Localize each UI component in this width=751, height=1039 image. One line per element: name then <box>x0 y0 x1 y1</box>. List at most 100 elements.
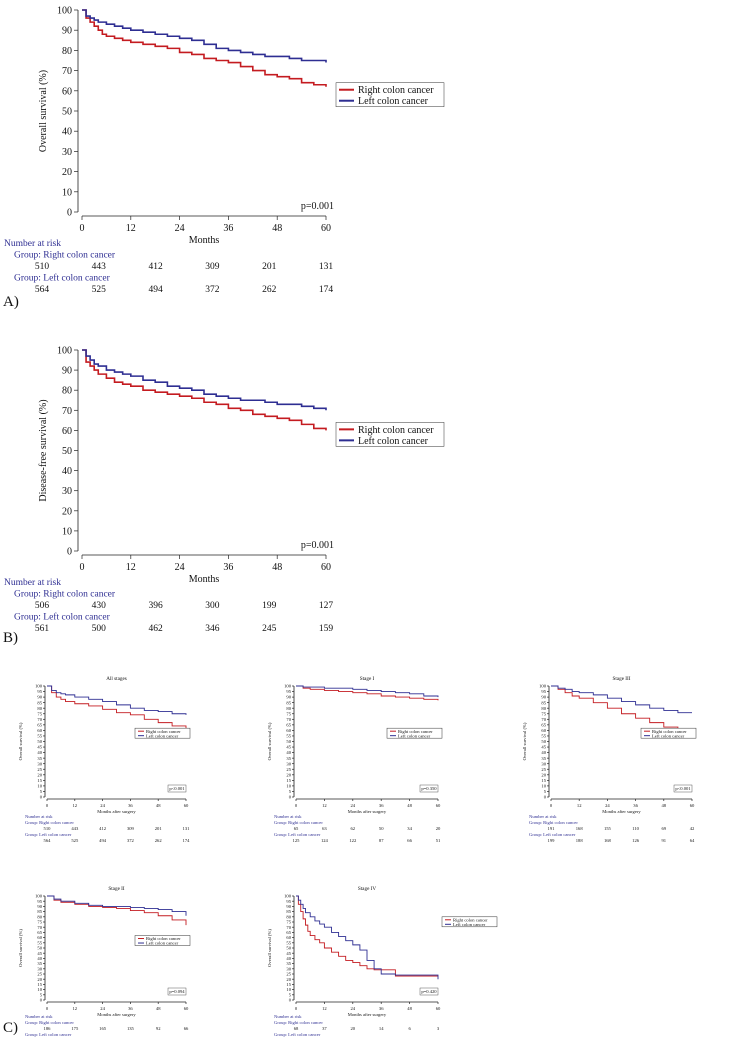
legend-box <box>386 727 443 739</box>
risk-count: 62 <box>351 826 356 831</box>
y-tick-label: 15 <box>286 778 291 783</box>
legend-label: Left colon cancer <box>146 941 179 946</box>
x-tick-label: 12 <box>577 803 582 808</box>
y-tick-label: 55 <box>37 734 42 739</box>
x-tick-label: 48 <box>662 803 667 808</box>
x-tick-label: 0 <box>295 1006 298 1011</box>
risk-group-label: Group: Left colon cancer <box>274 832 321 837</box>
risk-header: Number at risk <box>274 814 302 819</box>
y-tick-label: 100 <box>35 684 43 689</box>
y-tick-label: 10 <box>286 987 291 992</box>
y-tick-label: 70 <box>62 406 72 417</box>
p-value: p<0.001 <box>675 786 691 791</box>
risk-group-label: Group: Left colon cancer <box>25 832 72 837</box>
y-tick-label: 95 <box>541 689 546 694</box>
y-tick-label: 60 <box>286 935 291 940</box>
risk-header: Number at risk <box>4 578 61 588</box>
legend-box <box>441 916 498 928</box>
chart-title: Stage I <box>360 676 375 682</box>
x-tick-label: 0 <box>80 223 85 234</box>
km-curve-right <box>296 895 438 977</box>
y-tick-label: 20 <box>541 772 546 777</box>
risk-count: 159 <box>319 624 334 634</box>
risk-group-label: Group: Left colon cancer <box>14 273 111 284</box>
y-tick-label: 70 <box>62 66 72 77</box>
y-tick-label: 80 <box>37 914 42 919</box>
risk-count: 131 <box>183 826 191 831</box>
y-tick-label: 10 <box>37 987 42 992</box>
x-tick-label: 36 <box>633 803 638 808</box>
x-tick-label: 36 <box>379 1006 384 1011</box>
risk-count: 125 <box>293 838 301 843</box>
km-curve-right <box>551 685 693 734</box>
chart-C2: Stage I051015202530354045505560657075808… <box>267 676 443 843</box>
y-tick-label: 85 <box>286 700 291 705</box>
legend-label: Left colon cancer <box>398 733 431 738</box>
x-axis-label: Months after surgery <box>602 809 641 814</box>
y-tick-label: 30 <box>286 761 291 766</box>
km-curve-left <box>296 685 439 698</box>
y-tick-label: 10 <box>286 784 291 789</box>
y-tick-label: 75 <box>286 920 291 925</box>
p-value-box <box>419 987 439 996</box>
risk-count: 174 <box>319 285 334 295</box>
y-tick-label: 85 <box>286 909 291 914</box>
risk-count: 506 <box>35 601 50 611</box>
y-tick-label: 40 <box>286 956 291 961</box>
y-axis-label: Disease-free survival (%) <box>38 399 49 501</box>
x-tick-label: 36 <box>128 1006 133 1011</box>
p-value: p<0.001 <box>169 786 185 791</box>
y-tick-label: 95 <box>286 899 291 904</box>
y-tick-label: 35 <box>286 756 291 761</box>
risk-count: 372 <box>127 838 135 843</box>
risk-count: 127 <box>319 601 334 611</box>
risk-count: 245 <box>262 624 277 634</box>
risk-count: 20 <box>351 1026 356 1031</box>
risk-count: 199 <box>548 838 556 843</box>
risk-count: 63 <box>322 826 327 831</box>
y-tick-label: 90 <box>37 904 42 909</box>
risk-count: 510 <box>35 262 50 272</box>
risk-count: 20 <box>436 826 441 831</box>
x-tick-label: 0 <box>80 562 85 573</box>
y-tick-label: 55 <box>541 734 546 739</box>
y-tick-label: 0 <box>289 795 292 800</box>
risk-group-label: Group: Right colon cancer <box>274 820 323 825</box>
legend-label: Left colon cancer <box>652 733 685 738</box>
chart-title: Stage IV <box>358 886 377 892</box>
risk-count: 42 <box>690 826 695 831</box>
y-tick-label: 40 <box>62 127 72 138</box>
x-tick-label: 36 <box>379 803 384 808</box>
y-tick-label: 25 <box>37 767 42 772</box>
y-tick-label: 30 <box>37 761 42 766</box>
km-curve-left <box>296 895 439 980</box>
y-tick-label: 75 <box>541 711 546 716</box>
y-tick-label: 90 <box>286 695 291 700</box>
y-tick-label: 60 <box>286 728 291 733</box>
y-tick-label: 55 <box>286 940 291 945</box>
risk-count: 309 <box>127 826 135 831</box>
risk-count: 6 <box>408 1026 411 1031</box>
risk-count: 201 <box>155 826 163 831</box>
risk-count: 191 <box>548 826 556 831</box>
risk-count: 65 <box>294 826 299 831</box>
p-value: p=0.001 <box>301 540 334 551</box>
y-tick-label: 35 <box>286 961 291 966</box>
risk-group-label: Group: Left colon cancer <box>25 1032 72 1037</box>
x-tick-label: 48 <box>156 1006 161 1011</box>
x-tick-label: 60 <box>184 1006 189 1011</box>
x-tick-label: 24 <box>175 562 185 573</box>
risk-group-label: Group: Right colon cancer <box>25 1020 74 1025</box>
risk-group-label: Group: Right colon cancer <box>14 590 116 600</box>
y-tick-label: 95 <box>37 899 42 904</box>
x-axis-label: Months <box>189 235 220 246</box>
legend-box <box>134 935 191 946</box>
risk-header: Number at risk <box>529 814 557 819</box>
y-tick-label: 55 <box>37 940 42 945</box>
y-axis-label: Overall survival (%) <box>267 929 272 967</box>
x-tick-label: 60 <box>436 1006 441 1011</box>
